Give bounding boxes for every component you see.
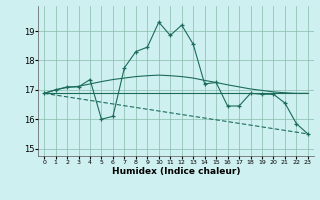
X-axis label: Humidex (Indice chaleur): Humidex (Indice chaleur) [112,167,240,176]
